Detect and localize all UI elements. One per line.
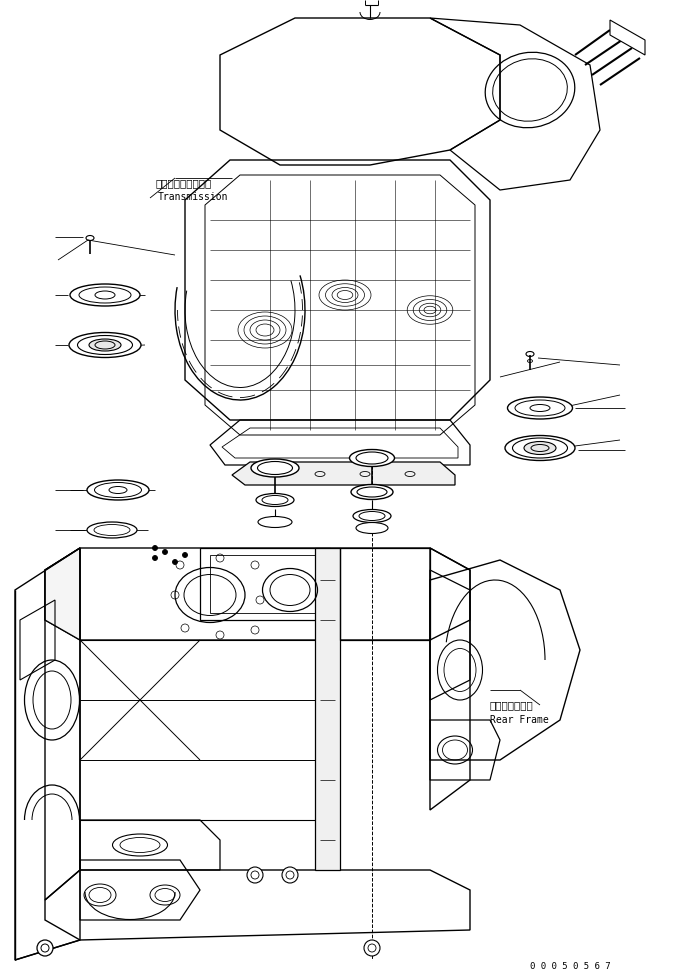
Ellipse shape <box>524 442 556 454</box>
Circle shape <box>183 553 188 558</box>
Circle shape <box>153 556 157 561</box>
Text: リヤーフレーム: リヤーフレーム <box>490 700 534 710</box>
Text: Transmission: Transmission <box>158 192 229 202</box>
Circle shape <box>172 560 177 565</box>
Ellipse shape <box>89 339 121 351</box>
Circle shape <box>163 550 168 555</box>
Text: Rear Frame: Rear Frame <box>490 715 549 725</box>
Text: トランスミッション: トランスミッション <box>155 178 211 188</box>
Ellipse shape <box>356 523 388 533</box>
Ellipse shape <box>256 493 294 506</box>
Ellipse shape <box>87 522 137 538</box>
Ellipse shape <box>69 332 141 358</box>
Circle shape <box>153 545 157 551</box>
Ellipse shape <box>251 459 299 477</box>
Ellipse shape <box>350 449 394 466</box>
Ellipse shape <box>258 517 292 527</box>
Circle shape <box>282 867 298 883</box>
Text: 0 0 0 5 0 5 6 7: 0 0 0 5 0 5 6 7 <box>530 962 611 971</box>
Polygon shape <box>45 548 80 640</box>
Polygon shape <box>610 20 645 55</box>
Ellipse shape <box>508 397 572 419</box>
Ellipse shape <box>87 480 149 500</box>
Circle shape <box>247 867 263 883</box>
Circle shape <box>364 940 380 956</box>
Ellipse shape <box>351 485 393 499</box>
Ellipse shape <box>505 436 575 460</box>
Ellipse shape <box>70 284 140 306</box>
Polygon shape <box>232 462 455 485</box>
Circle shape <box>37 940 53 956</box>
Polygon shape <box>315 548 340 870</box>
Ellipse shape <box>353 510 391 523</box>
